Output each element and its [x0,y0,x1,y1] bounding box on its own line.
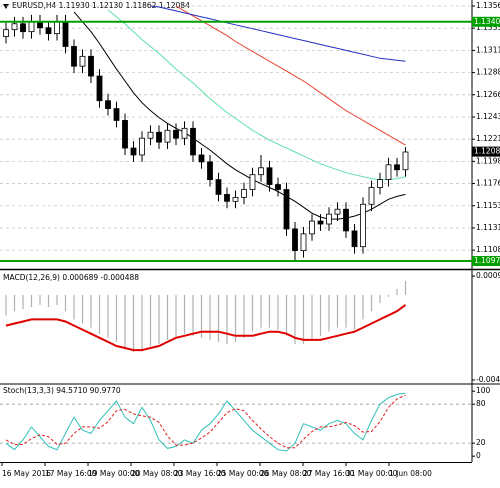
x-tick-label: 20 May 08:00 [131,469,183,478]
candle-body [215,179,222,195]
macd-title: MACD(12,26,9) 0.000689 -0.000488 [3,273,139,282]
candle-body [317,220,324,225]
candle-body [241,189,247,198]
plot-area [5,280,407,353]
candle-body [62,21,69,47]
candle-body [28,21,35,33]
y-tick-label: 1.12210 [476,134,500,143]
candle-body [394,164,400,171]
candle-body [334,208,341,215]
level-label-box [472,255,500,266]
candle-body [54,21,60,35]
candle-body [232,196,239,202]
last-price-label: 1.12084 [474,147,500,156]
stoch-line [5,392,406,452]
y-tick-label: 1.11085 [476,245,500,254]
y-tick-label: 100 [476,386,491,395]
y-tick-label: 0 [476,451,481,460]
y-tick-label: 80 [476,399,486,408]
candle-body [139,137,145,156]
x-tick-label: 25 May 00:00 [217,469,269,478]
moving-average [73,11,406,220]
y-tick-label: -0.00416 [476,375,500,384]
candle-body [147,131,154,139]
candle-body [190,127,196,156]
level-label: 1.10975 [474,256,500,265]
candle-body [377,179,383,188]
x-tick-label: 1 Jun 08:00 [389,469,432,478]
candle-body [173,129,179,139]
y-tick-label: 1.13110 [476,45,500,54]
candle-body [402,151,409,171]
plot-area [5,392,406,452]
candle-body [300,233,307,252]
stoch-title: Stoch(13,3,3) 94.5710 90.9770 [3,386,121,395]
x-tick-label: 17 May 16:00 [45,469,97,478]
y-tick-label: 1.11985 [476,156,500,165]
candle-body [258,167,264,176]
x-tick-label: 26 May 08:00 [260,469,312,478]
last-price-box [472,146,500,157]
x-tick-label: 23 May 16:00 [174,469,226,478]
plot-area [3,5,409,261]
candle-body [20,23,26,33]
candle-body [368,187,375,205]
candle-body [105,100,111,110]
y-tick-label: 1.13560 [476,1,500,10]
candle-body [360,203,366,248]
candle-body [266,167,273,185]
candle-body [309,220,315,235]
candle-body [224,194,230,202]
y-tick-label: 1.13335 [476,23,500,32]
candle-body [3,29,9,37]
candle-body [292,228,298,252]
candle-body [249,174,256,190]
x-tick-label: 16 May 2016 [2,469,51,478]
candle-body [351,230,358,248]
stoch-line [5,394,406,449]
candle-body [45,27,52,35]
y-tick-label: 1.11760 [476,179,500,188]
y-tick-label: 1.12435 [476,112,500,121]
y-tick-label: 20 [476,438,486,447]
candle-body [122,120,128,149]
y-tick-label: 1.12660 [476,90,500,99]
symbol-icon [3,4,9,9]
x-tick-label: 19 May 00:00 [88,469,140,478]
candle-body [113,108,120,121]
level-label: 1.13400 [474,17,500,26]
candle-body [164,129,171,143]
candle-body [96,75,103,102]
x-tick-label: 27 May 16:00 [303,469,355,478]
candle-body [11,23,18,31]
candle-body [207,161,213,181]
moving-average [150,5,406,62]
candle-body [283,189,290,230]
y-tick-label: 0.00092 [476,271,500,280]
candle-body [198,154,205,163]
candle-body [79,55,86,67]
candle-body [88,55,94,77]
candle-body [130,147,137,156]
y-tick-label: 1.12885 [476,68,500,77]
candle-body [343,208,349,232]
y-tick-label: 1.11310 [476,223,500,232]
candle-body [181,127,188,139]
signal-line [5,304,407,352]
y-tick-label: 1.11535 [476,201,500,210]
candle-body [385,164,392,181]
level-label-box [472,16,500,27]
candle-body [275,184,281,190]
x-tick-label: 31 May 00:00 [346,469,398,478]
moving-average [107,9,406,181]
chart-title: EURUSD,H4 1.11930 1.12130 1.11862 1.1208… [12,1,190,10]
candle-body [326,213,332,225]
moving-average [175,5,406,146]
candle-body [156,131,162,143]
candle-body [71,46,77,67]
